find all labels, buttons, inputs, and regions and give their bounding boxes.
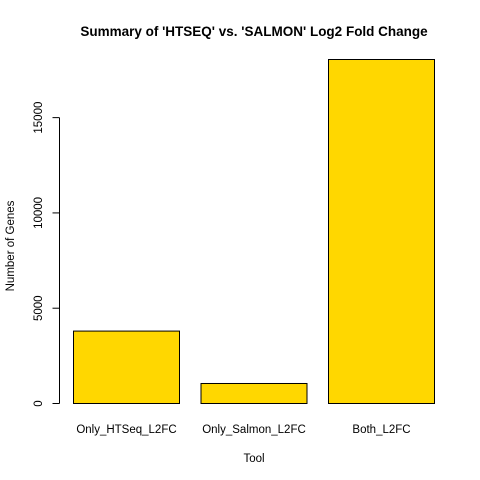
y-axis-ticks: 0 5000 10000 15000 xyxy=(33,102,60,407)
bar-only-salmon-l2fc xyxy=(200,382,308,405)
bar-both-l2fc xyxy=(328,59,435,404)
bar-only-htseq-l2fc xyxy=(73,330,180,404)
y-tick-label: 0 xyxy=(33,400,45,406)
x-axis-tick-labels: Only_HTSeq_L2FC Only_Salmon_L2FC Both_L2FC xyxy=(76,424,410,436)
y-tick-label: 15000 xyxy=(33,102,45,134)
chart-title: Summary of 'HTSEQ' vs. 'SALMON' Log2 Fol… xyxy=(80,24,428,39)
x-tick-label: Only_Salmon_L2FC xyxy=(202,424,306,436)
y-tick-label: 10000 xyxy=(33,197,45,229)
y-tick-label: 5000 xyxy=(33,295,45,321)
x-tick-label: Both_L2FC xyxy=(352,424,410,436)
x-tick-label: Only_HTSeq_L2FC xyxy=(76,424,176,436)
y-axis-label: Number of Genes xyxy=(5,200,17,291)
bars-group xyxy=(73,59,435,405)
x-axis-label: Tool xyxy=(243,453,264,465)
